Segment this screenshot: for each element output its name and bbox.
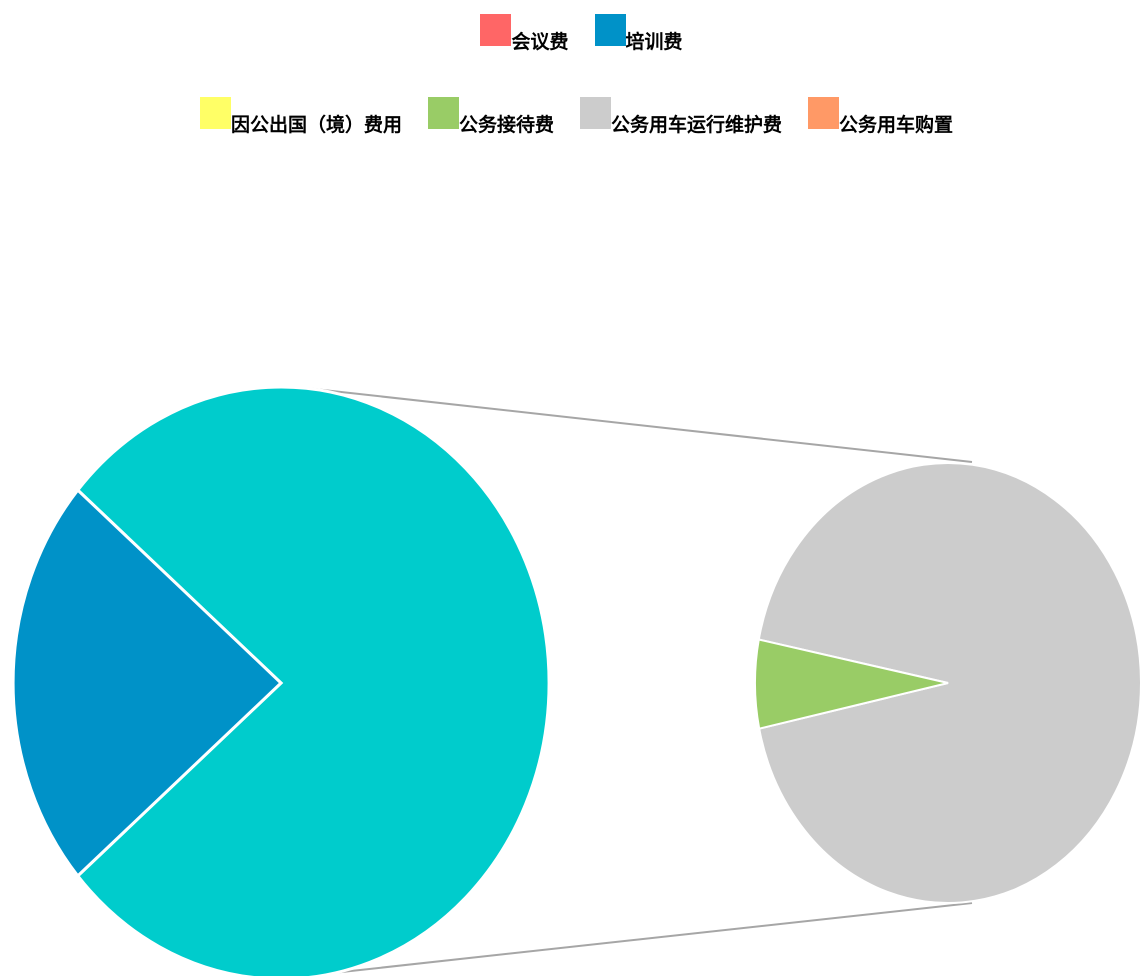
- legend-item-peixunfei[interactable]: 培训费: [594, 14, 683, 54]
- legend-swatch: [199, 97, 231, 129]
- legend-row-2: 因公出国（境）费用 公务接待费 公务用车运行维护费 公务用车购置: [0, 97, 1141, 137]
- legend-swatch: [808, 97, 840, 129]
- legend-label: 培训费: [625, 31, 683, 53]
- main-pie-slice-other: [75, 385, 551, 976]
- connector-line-bottom: [304, 902, 973, 976]
- legend-item-huiyifei[interactable]: 会议费: [480, 14, 569, 54]
- legend-item-gouzhi[interactable]: 公务用车购置: [808, 97, 953, 137]
- main-pie-slice-peixunfei: [11, 487, 284, 879]
- legend-label: 公务用车运行维护费: [611, 114, 783, 136]
- legend-label: 会议费: [511, 31, 569, 53]
- legend-label: 公务用车购置: [839, 114, 954, 136]
- legend-label: 因公出国（境）费用: [230, 114, 402, 136]
- legend-swatch: [480, 14, 512, 46]
- legend-item-jiedai[interactable]: 公务接待费: [427, 97, 554, 137]
- legend-row-1: 会议费 培训费: [0, 14, 1141, 54]
- legend-swatch: [594, 14, 626, 46]
- legend-swatch: [580, 97, 611, 129]
- connector-line-top: [304, 387, 973, 463]
- legend-swatch: [427, 97, 459, 129]
- secondary-pie-slice-jiedai: [753, 638, 949, 730]
- legend-item-chuguo[interactable]: 因公出国（境）费用: [199, 97, 402, 137]
- legend-item-yunxing[interactable]: 公务用车运行维护费: [580, 97, 782, 137]
- legend-label: 公务接待费: [458, 114, 554, 136]
